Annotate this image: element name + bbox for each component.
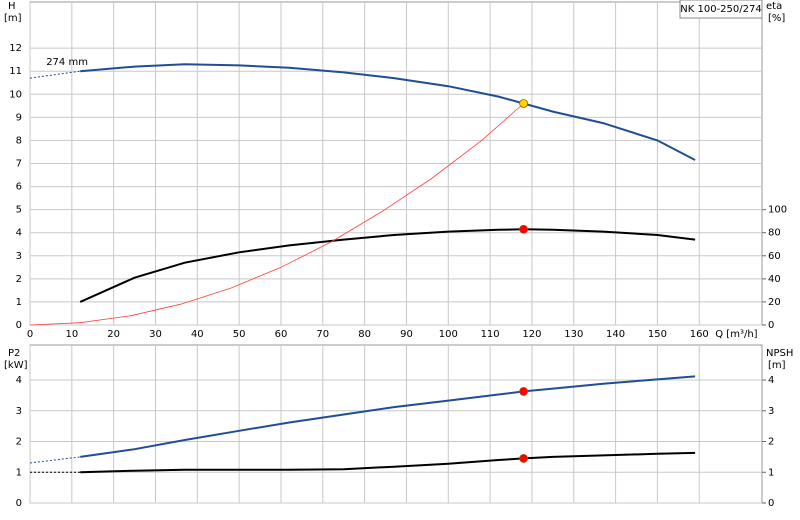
y-tick-label: 1 bbox=[16, 467, 22, 478]
curve bbox=[80, 63, 696, 161]
y-tick-label: 3 bbox=[16, 406, 22, 417]
x-tick-label: 100 bbox=[439, 329, 458, 340]
x-tick-label: 110 bbox=[481, 329, 500, 340]
model-box bbox=[679, 0, 763, 19]
x-tick-label: 150 bbox=[648, 329, 667, 340]
y-tick-label: 4 bbox=[16, 375, 22, 386]
y2-tick-label: 80 bbox=[768, 228, 781, 239]
y2-tick-label: 0 bbox=[768, 320, 774, 331]
x-tick-label: 130 bbox=[564, 329, 583, 340]
y-tick-label: 0 bbox=[16, 320, 22, 331]
y-tick-label: 6 bbox=[16, 182, 22, 193]
y-axis-unit: [kW] bbox=[4, 360, 28, 371]
y-tick-label: 5 bbox=[16, 205, 22, 216]
y-axis-label: P2 bbox=[8, 348, 20, 359]
operating-point bbox=[519, 387, 528, 396]
y-tick-label: 11 bbox=[9, 66, 22, 77]
y2-tick-label: 3 bbox=[768, 406, 774, 417]
x-tick-label: 30 bbox=[149, 329, 162, 340]
curve-extension bbox=[29, 70, 81, 79]
y-tick-label: 1 bbox=[16, 297, 22, 308]
y-tick-label: 3 bbox=[16, 251, 22, 262]
y-tick-label: 0 bbox=[16, 498, 22, 509]
y2-tick-label: 20 bbox=[768, 297, 781, 308]
x-tick-label: 20 bbox=[107, 329, 120, 340]
curve bbox=[29, 103, 524, 326]
y2-tick-label: 60 bbox=[768, 251, 781, 262]
x-tick-label: 40 bbox=[191, 329, 204, 340]
y2-axis-label: eta bbox=[766, 1, 782, 12]
y2-tick-label: 100 bbox=[768, 205, 787, 216]
x-tick-label: 120 bbox=[522, 329, 541, 340]
y-axis-label: H bbox=[8, 1, 16, 12]
x-tick-label: 70 bbox=[316, 329, 329, 340]
curve-annotation: 274 mm bbox=[46, 57, 88, 68]
y-tick-label: 8 bbox=[16, 135, 22, 146]
operating-point bbox=[519, 224, 528, 234]
y2-axis-unit: [m] bbox=[768, 360, 786, 371]
x-tick-label: 80 bbox=[358, 329, 371, 340]
y2-tick-label: 4 bbox=[768, 375, 774, 386]
y2-tick-label: 40 bbox=[768, 274, 781, 285]
y2-tick-label: 1 bbox=[768, 467, 774, 478]
y-tick-label: 12 bbox=[9, 43, 22, 54]
operating-point bbox=[519, 454, 528, 463]
x-tick-label: 140 bbox=[606, 329, 625, 340]
curve bbox=[80, 451, 696, 474]
x-tick-label: 90 bbox=[400, 329, 413, 340]
y-axis-unit: [m] bbox=[4, 13, 22, 24]
plot-area bbox=[29, 344, 763, 504]
y-tick-label: 2 bbox=[16, 437, 22, 448]
x-tick-label: 0 bbox=[27, 329, 33, 340]
y2-axis-label: NPSH bbox=[766, 348, 793, 359]
x-tick-label: 50 bbox=[233, 329, 246, 340]
y2-tick-label: 2 bbox=[768, 437, 774, 448]
model-label: NK 100-250/274 bbox=[680, 4, 761, 15]
x-tick-label: 10 bbox=[65, 329, 78, 340]
x-tick-label: 160 bbox=[690, 329, 709, 340]
operating-point bbox=[519, 99, 528, 108]
y-tick-label: 10 bbox=[9, 89, 22, 100]
y-tick-label: 7 bbox=[16, 159, 22, 170]
x-axis-label: Q [m³/h] bbox=[715, 329, 757, 340]
y-tick-label: 9 bbox=[16, 112, 22, 123]
curve-extension bbox=[29, 456, 81, 464]
y2-axis-unit: [%] bbox=[768, 13, 785, 24]
y-tick-label: 4 bbox=[16, 228, 22, 239]
curve bbox=[80, 375, 696, 458]
y-tick-label: 2 bbox=[16, 274, 22, 285]
y2-tick-label: 0 bbox=[768, 498, 774, 509]
curve bbox=[79, 228, 696, 303]
x-tick-label: 60 bbox=[275, 329, 288, 340]
